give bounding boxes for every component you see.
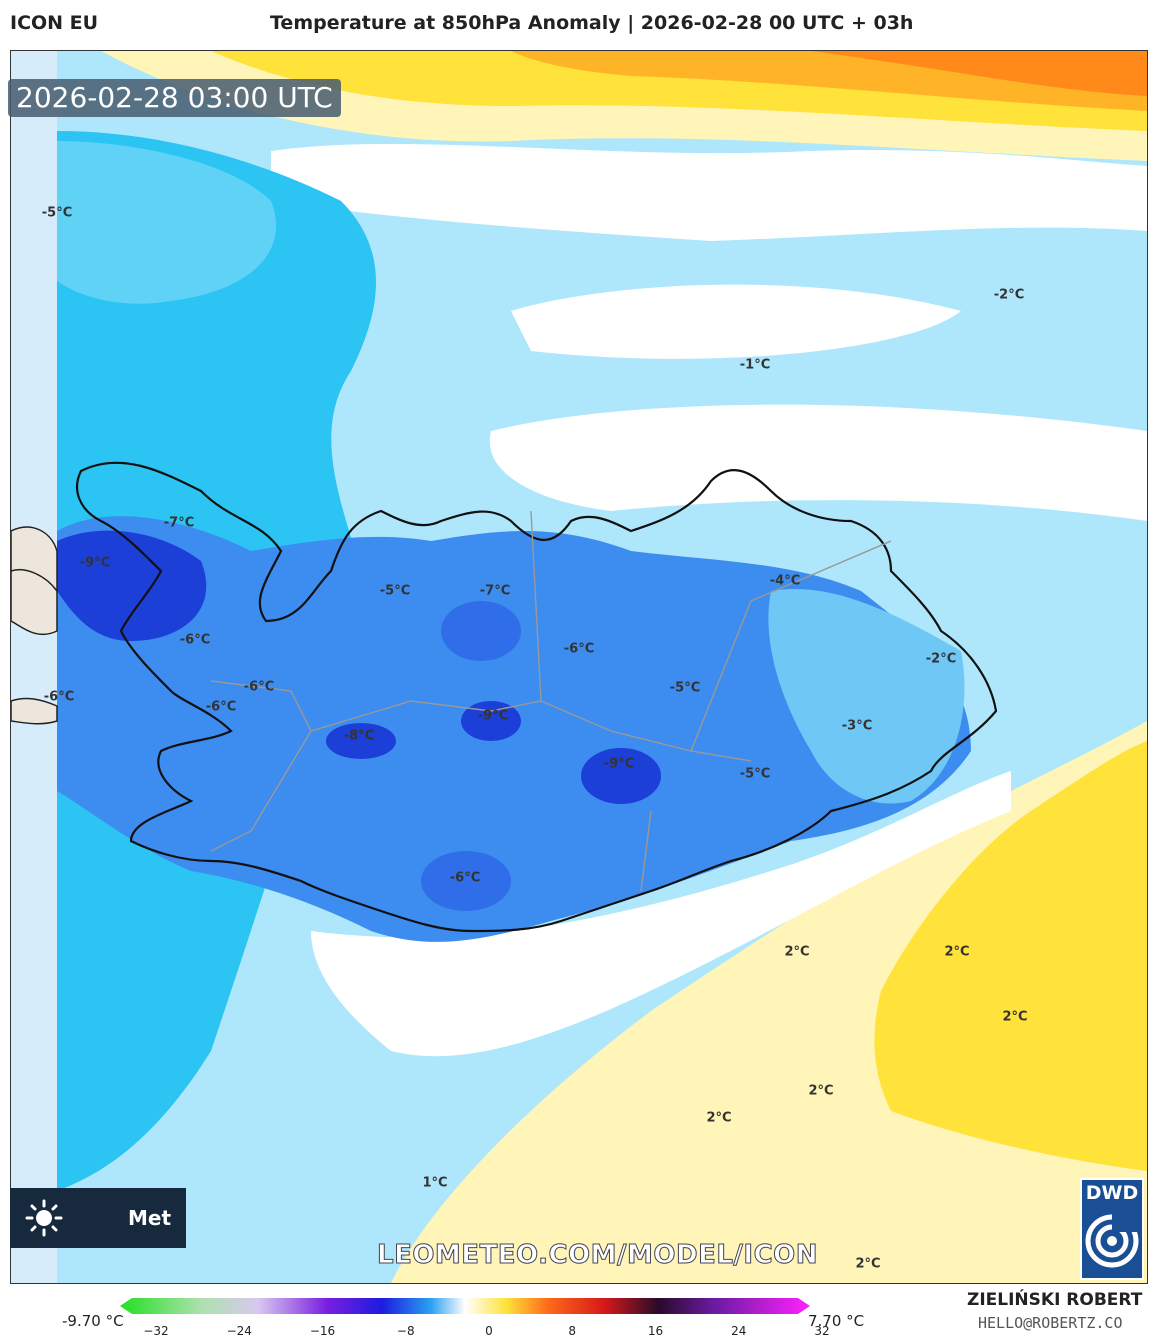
colorbar-tick: 16 [647,1324,664,1338]
field-deep-orange-top [811,51,1147,96]
colorbar-tick: −32 [143,1324,169,1338]
field-deep-blue-south [581,748,661,804]
field-deep-blue-center [461,701,521,741]
temperature-label: -3°C [841,718,873,734]
temperature-label: -9°C [79,555,111,571]
field-deep-blue-west [326,723,396,759]
temperature-label: -7°C [163,515,195,531]
temperature-label: -2°C [925,651,957,667]
colorbar-min-label: -9.70 °C [62,1312,124,1330]
temperature-label: -6°C [243,679,275,695]
temperature-label: -9°C [477,708,509,724]
temperature-label: 2°C [808,1083,834,1099]
temperature-label: -7°C [479,583,511,599]
field-white-mid [489,404,1147,521]
temperature-label: -4°C [769,573,801,589]
temperature-label: -6°C [563,641,595,657]
temperature-label: 2°C [784,944,810,960]
field-left-strip [11,51,57,1283]
dwd-label: DWD [1085,1182,1139,1204]
colorbar-tick: −24 [226,1324,252,1338]
map-canvas[interactable]: -5°C -2°C -1°C -7°C -9°C -5°C -7°C -4°C -6°C -6°C… [10,50,1148,1284]
temperature-label: 1°C [422,1175,448,1191]
author-email[interactable]: HELLO@ROBERTZ.CO [978,1314,1123,1332]
dwd-logo[interactable]: DWD [1080,1178,1144,1280]
coastline-iceland [76,461,998,933]
field-yellow-se [874,741,1147,1171]
temperature-label: 2°C [706,1110,732,1126]
colorbar [120,1298,810,1314]
field-white-south [311,771,1011,1057]
field-deep-blue-nw [57,530,207,641]
region-borders [210,510,892,852]
leometeo-logo[interactable]: Met [10,1188,186,1248]
field-lighter-east [768,589,965,804]
land-greenland-3 [11,697,58,725]
temperature-label: 2°C [944,944,970,960]
colorbar-tick: 0 [485,1324,493,1338]
field-white-north2 [511,284,961,359]
colorbar-tick: 24 [731,1324,747,1338]
temperature-label: 2°C [855,1256,881,1272]
author-name: ZIELIŃSKI ROBERT [967,1290,1143,1310]
temperature-label: -6°C [449,870,481,886]
temperature-label: -6°C [205,699,237,715]
field-blue-n [441,601,521,661]
logo-text: Met [128,1206,172,1230]
watermark-url[interactable]: LEOMETEO.COM/MODEL/ICON [376,1240,819,1271]
chart-title: Temperature at 850hPa Anomaly | 2026-02-… [270,12,914,34]
temperature-label: -1°C [739,357,771,373]
temperature-label: -5°C [379,583,411,599]
colorbar-tick: 8 [568,1324,577,1338]
temperature-label: -8°C [343,728,375,744]
valid-time-badge: 2026-02-28 03:00 UTC [8,79,341,117]
temperature-label: -5°C [669,680,701,696]
temperature-label: -5°C [41,205,73,221]
colorbar-tick: −16 [309,1324,336,1338]
model-name: ICON EU [10,12,99,34]
region-border-south [640,810,652,892]
temperature-label: -6°C [179,632,211,648]
field-blue-s [421,851,511,911]
temperature-label: -2°C [993,287,1025,303]
sun-icon [25,1199,63,1237]
spiral-icon [1085,1214,1140,1268]
temperature-label: 2°C [1002,1009,1028,1025]
field-white-north [271,143,1147,241]
colorbar-max-label: 7.70 °C [808,1312,865,1330]
temperature-label: -9°C [603,756,635,772]
field-cyan-nw [57,141,277,304]
land-greenland-2 [11,569,58,636]
temperature-label: -5°C [739,766,771,782]
colorbar-tick: −8 [396,1324,415,1338]
temperature-label: -6°C [43,689,75,705]
map-fields [11,51,1147,1283]
field-warm-se [391,721,1147,1283]
colorbar-tick: 32 [814,1324,830,1338]
